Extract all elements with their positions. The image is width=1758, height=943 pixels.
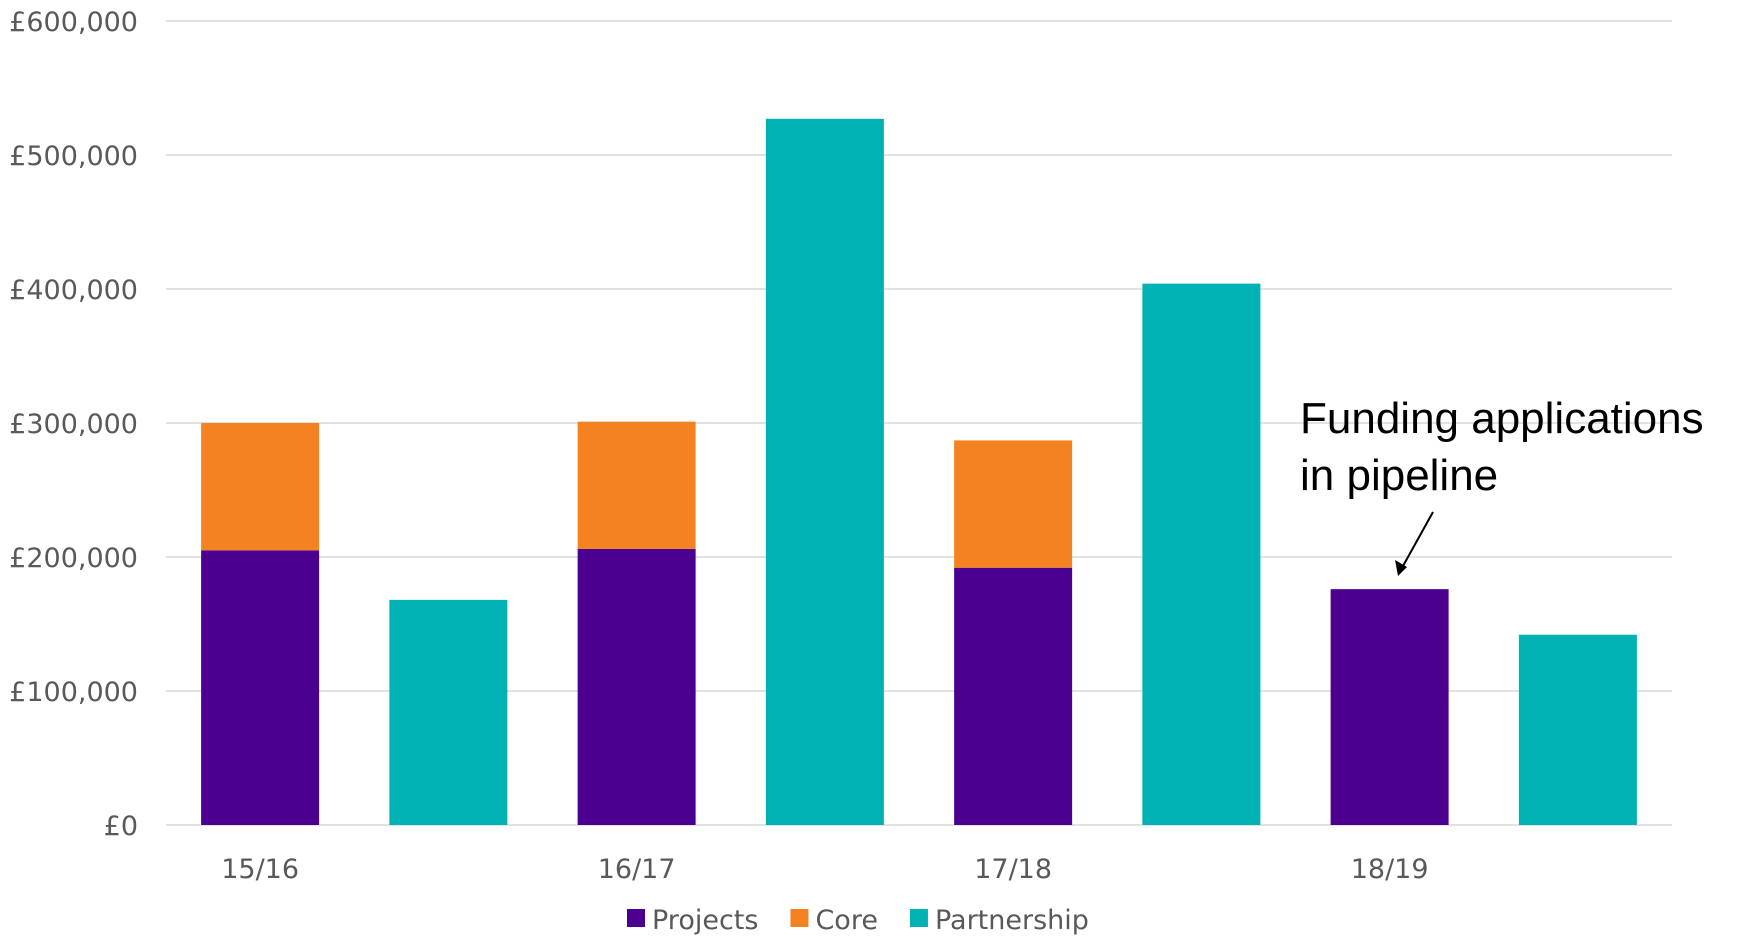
bar-partnership (1142, 283, 1261, 825)
legend-label-partnership: Partnership (935, 905, 1089, 936)
bar-projects (1330, 589, 1449, 825)
y-axis-tick-labels: £0 £100,000 £200,000 £300,000 £400,000 £500,0… (9, 7, 138, 842)
legend: Projects Core Partnership (627, 905, 1089, 936)
y-tick-label: £100,000 (9, 677, 138, 708)
legend-swatch-core (790, 909, 809, 927)
bar-partnership (765, 118, 884, 825)
y-tick-label: £200,000 (9, 543, 138, 574)
bar-partnership (389, 599, 508, 825)
y-tick-label: £0 (104, 811, 138, 842)
legend-label-projects: Projects (652, 905, 758, 936)
annotation-line-2: in pipeline (1300, 451, 1498, 500)
annotation-arrow-head (1395, 560, 1407, 576)
x-tick-label: 18/19 (1351, 854, 1429, 885)
legend-label-core: Core (815, 905, 878, 936)
x-axis-tick-labels: 15/16 16/17 17/18 18/19 (221, 854, 1428, 885)
y-tick-label: £500,000 (9, 141, 138, 172)
annotation: Funding applications in pipeline (1300, 394, 1704, 576)
legend-swatch-partnership (909, 909, 928, 927)
bar-core (954, 440, 1073, 568)
y-tick-label: £400,000 (9, 275, 138, 306)
x-tick-label: 17/18 (974, 854, 1052, 885)
x-tick-label: 15/16 (221, 854, 299, 885)
bar-projects (954, 567, 1073, 825)
annotation-line-1: Funding applications (1300, 394, 1704, 443)
bar-core (577, 421, 696, 549)
legend-swatch-projects (627, 909, 645, 927)
bar-projects (201, 550, 320, 825)
x-tick-label: 16/17 (598, 854, 676, 885)
bars (201, 118, 1637, 825)
bar-projects (577, 548, 696, 825)
y-tick-label: £300,000 (9, 409, 138, 440)
annotation-arrow-line (1402, 511, 1434, 567)
bar-partnership (1518, 634, 1637, 825)
bar-core (201, 423, 320, 551)
y-tick-label: £600,000 (9, 7, 138, 38)
